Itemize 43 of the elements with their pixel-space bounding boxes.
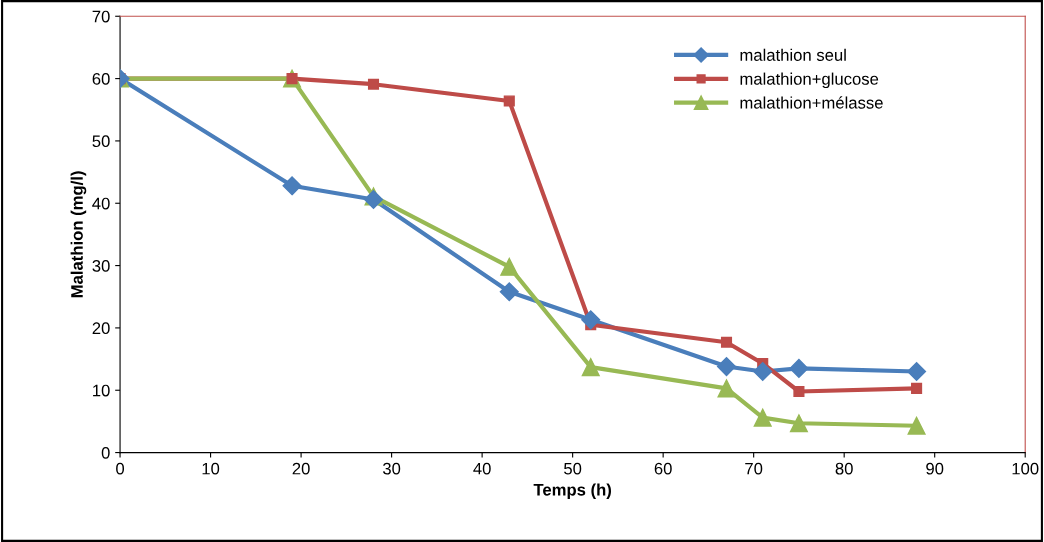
y-tick-label: 50 (92, 135, 110, 148)
point (753, 408, 772, 427)
point (907, 362, 927, 382)
legend-label: malathion seul (740, 48, 846, 61)
point (789, 358, 809, 378)
y-tick-label: 0 (101, 446, 110, 459)
point (716, 357, 737, 377)
x-tick-label: 20 (292, 462, 310, 475)
point (753, 362, 773, 382)
y-tick-label: 40 (92, 197, 110, 210)
point (720, 336, 733, 348)
x-tick-label: 30 (382, 462, 401, 475)
x-tick-label: 90 (926, 462, 944, 475)
point (581, 310, 601, 330)
x-tick-label: 60 (654, 462, 672, 475)
x-tick-label: 70 (745, 462, 763, 475)
point (363, 189, 384, 210)
point (793, 385, 805, 398)
y-tick-label: 70 (92, 10, 110, 23)
x-tick-label: 0 (116, 462, 125, 475)
point (499, 282, 519, 302)
point (581, 358, 600, 377)
x-tick-label: 80 (835, 462, 853, 475)
point (911, 382, 923, 394)
x-tick-label: 10 (202, 462, 220, 475)
point (500, 257, 519, 276)
y-tick-label: 20 (92, 322, 110, 335)
point (789, 414, 808, 433)
point (503, 95, 515, 107)
x-tick-label: 40 (473, 462, 491, 475)
y-tick-label: 60 (92, 72, 110, 85)
point (907, 416, 926, 435)
point (717, 379, 736, 398)
y-tick-label: 30 (92, 259, 110, 272)
point (367, 78, 380, 90)
x-axis-title: Temps (h) (533, 483, 612, 499)
y-axis-title: Malathion (mg/l) (70, 171, 87, 298)
y-tick-label: 10 (93, 384, 110, 397)
x-tick-label: 100 (1012, 462, 1039, 475)
point (282, 176, 302, 196)
legend-label: malathion+mélasse (740, 96, 883, 109)
x-tick-label: 50 (564, 462, 582, 475)
legend-label: malathion+glucose (740, 72, 879, 89)
